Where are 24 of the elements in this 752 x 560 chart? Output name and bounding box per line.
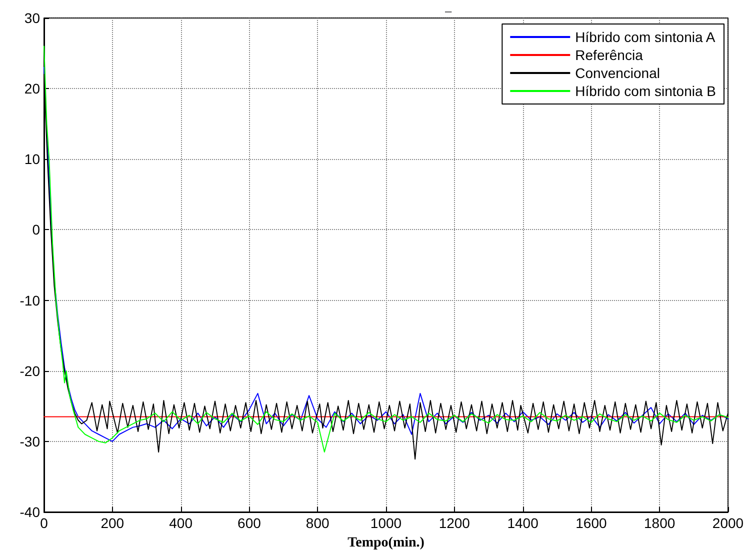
x-tick-label: 1000	[370, 515, 402, 531]
x-tick-label: 600	[238, 515, 262, 531]
x-axis-title: Tempo(min.)	[348, 536, 425, 550]
legend-label: Híbrido com sintonia A	[575, 29, 716, 45]
y-tick-label: 0	[32, 222, 40, 238]
y-tick-label: -20	[20, 362, 40, 379]
y-tick-label: 10	[24, 151, 40, 168]
x-tick-label: 2000	[712, 515, 744, 531]
y-tick-label: -30	[20, 433, 40, 450]
x-tick-label: 200	[100, 515, 124, 531]
x-tick-label: 400	[169, 515, 193, 531]
x-tick-label: 1200	[438, 515, 470, 531]
x-tick-label: 1800	[644, 515, 676, 531]
y-tick-label: 30	[24, 10, 40, 26]
legend-label: Convencional	[575, 65, 660, 81]
y-tick-label: 20	[24, 80, 40, 97]
y-tick-label: -10	[20, 292, 40, 308]
x-tick-label: 1400	[507, 515, 539, 531]
x-tick-label: 800	[306, 515, 330, 531]
x-tick-label: 1600	[576, 515, 607, 531]
chart-title: –	[445, 4, 452, 18]
legend-label: Referência	[575, 47, 644, 63]
y-tick-label: -40	[20, 504, 40, 520]
legend-label: Híbrido com sintonia B	[575, 83, 716, 99]
